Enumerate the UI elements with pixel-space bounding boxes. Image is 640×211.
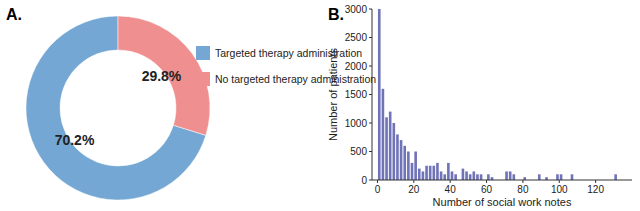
histogram-bar xyxy=(389,112,392,180)
histogram-bar xyxy=(422,171,425,180)
data-label: 29.8% xyxy=(142,68,182,84)
y-tick-label: 0 xyxy=(361,175,367,186)
y-tick xyxy=(369,94,372,95)
x-tick-label: 60 xyxy=(481,184,493,195)
histogram-bar xyxy=(382,89,385,180)
pie-slice xyxy=(118,16,210,135)
histogram-bar xyxy=(560,174,563,180)
x-tick xyxy=(522,180,523,183)
histogram-bar xyxy=(480,174,483,180)
x-tick xyxy=(595,180,596,183)
histogram-bar xyxy=(429,166,432,180)
x-tick xyxy=(413,180,414,183)
x-tick-label: 100 xyxy=(551,184,568,195)
legend-swatch xyxy=(196,46,210,60)
y-tick-label: 3000 xyxy=(345,4,368,15)
histogram-bar xyxy=(556,174,559,180)
histogram-panel: B. 0 500 1000 1500 2000 2500 3000 0 20 40 60 80 100 12… xyxy=(327,4,632,209)
x-tick-label: 0 xyxy=(375,184,381,195)
histogram-bar xyxy=(400,140,403,180)
y-tick xyxy=(369,123,372,124)
x-axis-label: Number of social work notes xyxy=(433,196,572,208)
histogram-bar xyxy=(454,174,457,180)
y-tick-label: 2000 xyxy=(345,61,368,72)
histogram-bar xyxy=(509,171,512,180)
histogram-bar xyxy=(403,146,406,180)
histogram-bar xyxy=(614,174,617,180)
y-tick-label: 1000 xyxy=(345,118,368,129)
x-tick xyxy=(559,180,560,183)
x-tick-label: 120 xyxy=(587,184,604,195)
histogram-bar xyxy=(396,134,399,180)
y-tick xyxy=(369,9,372,10)
histogram-bar xyxy=(571,174,574,180)
histogram-bar xyxy=(433,166,436,180)
x-tick-label: 80 xyxy=(517,184,529,195)
legend-swatch xyxy=(196,72,210,86)
histogram-bar xyxy=(451,171,454,180)
y-axis-label: Number of patients xyxy=(327,48,339,141)
histogram-bar xyxy=(473,171,476,180)
histogram-bar xyxy=(440,171,443,180)
histogram-bar xyxy=(538,174,541,180)
histogram-bar xyxy=(425,166,428,180)
histogram-bar xyxy=(385,117,388,180)
histogram-bar xyxy=(513,174,516,180)
panel-label: B. xyxy=(328,6,344,23)
histogram-bar xyxy=(469,174,472,180)
legend-entry: Targeted therapy administration xyxy=(215,47,362,59)
x-tick xyxy=(486,180,487,183)
x-axis xyxy=(372,180,632,181)
histogram-bar xyxy=(505,171,508,180)
x-tick xyxy=(377,180,378,183)
x-tick-label: 20 xyxy=(408,184,420,195)
histogram-bar xyxy=(476,174,479,180)
histogram-bar xyxy=(407,152,410,181)
y-tick-label: 1500 xyxy=(345,89,368,100)
figure: A. 70.2% 29.8% Targeted therapy administrat… xyxy=(0,0,640,211)
histogram-bar xyxy=(436,163,439,180)
x-tick-label: 40 xyxy=(445,184,457,195)
y-tick-label: 500 xyxy=(350,146,367,157)
x-tick xyxy=(450,180,451,183)
histogram-bar xyxy=(418,169,421,180)
panel-label: A. xyxy=(6,6,22,23)
legend: Targeted therapy administration No target… xyxy=(196,46,376,86)
histogram-bar xyxy=(447,163,450,180)
histogram-bar xyxy=(462,169,465,180)
histogram-bar xyxy=(414,152,417,181)
legend-entry: No targeted therapy administration xyxy=(215,73,376,85)
histogram-bar xyxy=(393,123,396,180)
y-tick xyxy=(369,66,372,67)
histogram-bar xyxy=(443,174,446,180)
bars xyxy=(378,9,617,180)
histogram-bar xyxy=(411,163,414,180)
data-label: 70.2% xyxy=(55,132,95,148)
histogram-bar xyxy=(465,171,468,180)
y-tick-label: 2500 xyxy=(345,32,368,43)
y-tick xyxy=(369,37,372,38)
y-tick xyxy=(369,151,372,152)
histogram-bar xyxy=(378,9,381,180)
y-tick xyxy=(369,180,372,181)
histogram-bar xyxy=(487,174,490,180)
pie-panel: A. 70.2% 29.8% Targeted therapy administrat… xyxy=(6,6,376,200)
